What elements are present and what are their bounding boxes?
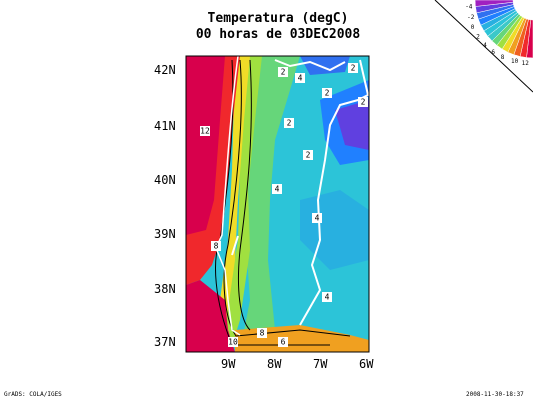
contour-labels: 12 8 10 8 6 4 4 4 2 4 2 2 2 2 2 [200,63,368,347]
contour-label: 2 [281,68,286,77]
colorbar-wedge [474,0,514,7]
lon-label: 7W [313,357,328,371]
contour-label-bg [348,63,358,73]
lon-label: 8W [267,357,282,371]
colorbar-label: 12 [522,60,530,67]
contour-label: 6 [281,338,286,347]
lon-axis: 9W 8W 7W 6W [221,357,374,371]
contour-label: 8 [214,242,219,251]
contour-label-bg [295,73,305,83]
contour-label-bg [312,213,322,223]
lat-label: 39N [154,227,176,241]
colorbar-label: 6 [491,49,495,56]
contour-label: 2 [325,89,330,98]
lat-axis: 42N 41N 40N 39N 38N 37N [154,63,176,349]
lat-label: 38N [154,282,176,296]
contour-label-bg [284,118,294,128]
colorbar-label: 10 [511,58,519,65]
contour-label-bg [322,292,332,302]
contour-label-bg [257,328,267,338]
lat-label: 37N [154,335,176,349]
contour-label-bg [278,67,288,77]
contour-label-bg [303,150,313,160]
footer-right: 2008-11-30-18:37 [466,391,524,398]
contour-label: 4 [315,214,320,223]
contour-label: 4 [298,74,303,83]
contour-label-bg [278,337,288,347]
lat-label: 40N [154,173,176,187]
colorbar-label: 0 [471,24,475,31]
contour-label-bg [358,97,368,107]
contour-label: 2 [287,119,292,128]
temperature-field [186,56,369,352]
contour-label: 10 [228,338,238,347]
colorbar-label: -4 [465,3,473,10]
colorbar-label: 8 [501,54,505,61]
contour-label: 4 [325,293,330,302]
footer-left: GrADS: COLA/IGES [4,391,62,398]
contour-label-bg [228,337,238,347]
contour-label: 2 [351,64,356,73]
contour-label: 2 [361,98,366,107]
contour-label-bg [211,241,221,251]
contour-label: 4 [275,185,280,194]
title: Temperatura (degC) [208,11,349,26]
colorbar-label: 4 [483,42,487,49]
contour-label: 12 [200,127,210,136]
contour-label-bg [322,88,332,98]
lon-label: 9W [221,357,236,371]
lat-label: 42N [154,63,176,77]
lon-label: 6W [359,357,374,371]
contour-label: 8 [260,329,265,338]
contour-label-bg [200,126,210,136]
colorbar-label: 2 [476,34,480,41]
colorbar-label: -2 [467,14,475,21]
lat-label: 41N [154,119,176,133]
contour-label-bg [272,184,282,194]
plot-frame [185,55,370,353]
contour-label: 2 [306,151,311,160]
subtitle: 00 horas de 03DEC2008 [196,27,361,42]
